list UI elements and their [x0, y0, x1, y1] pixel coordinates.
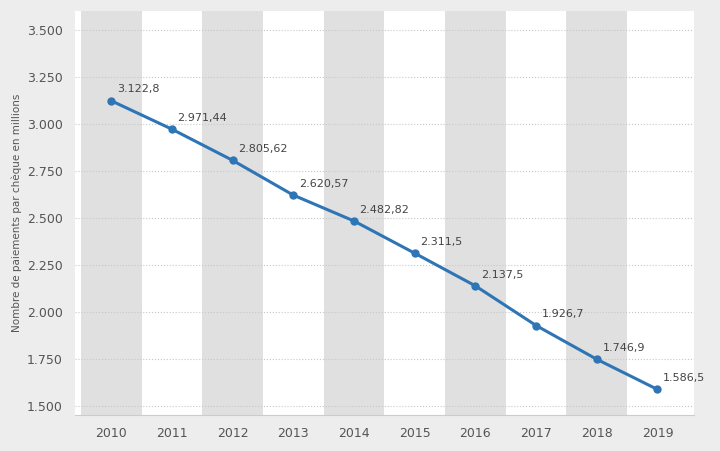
Bar: [567, 11, 627, 415]
Bar: [324, 11, 384, 415]
Y-axis label: Nombre de paiements par chèque en millions: Nombre de paiements par chèque en millio…: [11, 94, 22, 332]
Text: 2.482,82: 2.482,82: [359, 205, 410, 215]
Text: 1.586,5: 1.586,5: [663, 373, 706, 383]
Text: 2.311,5: 2.311,5: [420, 237, 462, 247]
Text: 2.620,57: 2.620,57: [299, 179, 348, 189]
Text: 1.746,9: 1.746,9: [603, 343, 645, 353]
Text: 2.137,5: 2.137,5: [481, 270, 523, 280]
Text: 2.805,62: 2.805,62: [238, 144, 288, 154]
Bar: [445, 11, 505, 415]
Text: 3.122,8: 3.122,8: [117, 84, 159, 94]
Text: 2.971,44: 2.971,44: [178, 113, 228, 123]
Text: 1.926,7: 1.926,7: [541, 309, 584, 319]
Bar: [202, 11, 263, 415]
Bar: [81, 11, 142, 415]
